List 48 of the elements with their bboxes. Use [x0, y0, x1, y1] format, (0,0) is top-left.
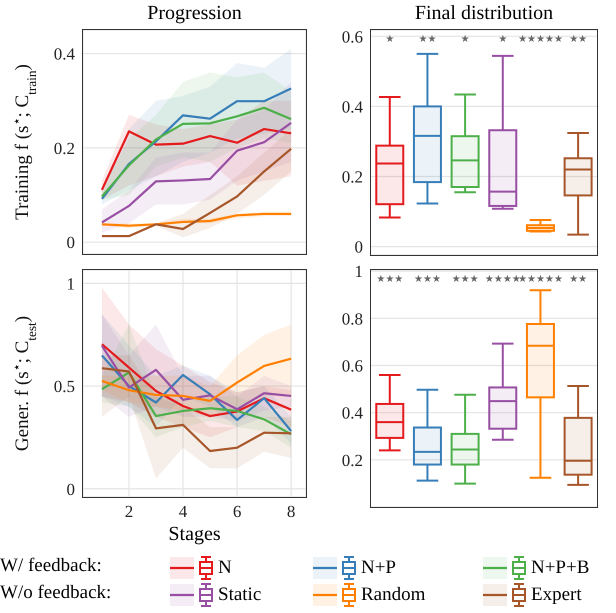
line-series — [100, 148, 292, 238]
annotation: ★★★ — [376, 274, 404, 285]
legend-label: Static — [218, 584, 262, 606]
y-tick-label: 0.2 — [342, 450, 363, 470]
legend-label: N+P+B — [531, 557, 590, 579]
x-axis-title: Stages — [167, 522, 222, 546]
y-tick-label: 0 — [66, 233, 75, 252]
annotation: ★★ — [569, 274, 588, 285]
text: W/ feedback: — [0, 555, 102, 577]
y-tick-label: 0.2 — [342, 168, 363, 187]
x-tick-label: 8 — [286, 502, 296, 522]
legend-label: N — [218, 557, 232, 579]
legend-label: Expert — [531, 584, 582, 606]
legend-label: Random — [361, 584, 426, 606]
line-series — [100, 128, 292, 191]
text: W/o feedback: — [0, 582, 112, 604]
annotation: ★★★ — [414, 274, 441, 285]
annotation: ★ — [460, 34, 471, 46]
y-tick-label: 1 — [66, 274, 75, 294]
annotation: ★★★★ — [484, 274, 521, 285]
y-tick-label: 0.5 — [54, 377, 75, 396]
annotation: ★★ — [418, 34, 438, 46]
x-tick-label: 4 — [178, 502, 188, 522]
line-series — [100, 354, 292, 432]
y-tick-label: 0 — [354, 238, 363, 257]
y-tick-label: 1 — [354, 262, 363, 282]
line-series — [100, 122, 292, 224]
y-tick-label: 0.6 — [342, 356, 363, 376]
line-series — [100, 358, 292, 402]
x-tick-label: 6 — [232, 502, 242, 522]
chart-title: Progression — [146, 1, 243, 26]
annotation: ★★★★★ — [517, 34, 564, 46]
legend-label: N+P — [361, 557, 396, 579]
y-tick-label: 0.6 — [342, 27, 363, 46]
chart-title: Final distribution — [414, 1, 554, 26]
annotation: ★★ — [569, 34, 588, 45]
y-tick-label: 0.4 — [342, 97, 364, 116]
line-series — [100, 367, 292, 452]
y-tick-label: 0.4 — [342, 404, 364, 423]
x-tick-label: 2 — [124, 502, 134, 522]
annotation: ★★★ — [452, 274, 479, 285]
y-tick-label: 0 — [66, 480, 75, 499]
y-tick-label: 0.2 — [54, 138, 75, 158]
annotation: ★ — [385, 34, 394, 45]
y-tick-label: 0.8 — [342, 309, 363, 328]
annotation: ★ — [498, 34, 508, 45]
y-tick-label: 0.4 — [54, 44, 76, 64]
line-series — [100, 371, 292, 436]
